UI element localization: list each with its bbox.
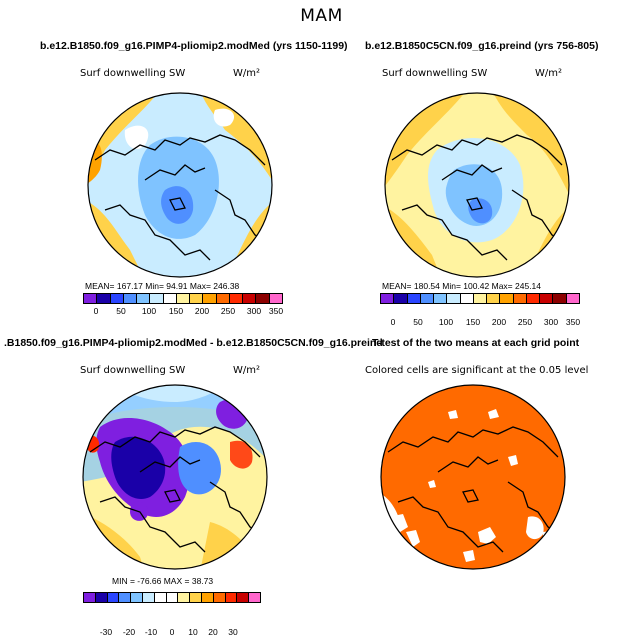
units-label: W/m² bbox=[233, 68, 261, 79]
map-ttest-polar bbox=[380, 384, 566, 570]
colorbar-ticks-model: 0 50 100 150 200 250 300 350 bbox=[83, 306, 284, 317]
tick: 350 bbox=[268, 306, 284, 316]
panel-title-preind: b.e12.B1850C5CN.f09_g16.preind (yrs 756-… bbox=[365, 40, 599, 52]
significance-note: Colored cells are significant at the 0.0… bbox=[365, 365, 589, 376]
colorbar-ticks-difference: -30 -20 -10 0 10 20 30 bbox=[83, 627, 259, 638]
panel-title-difference: .B1850.f09_g16.PIMP4-pliomip2.modMed - b… bbox=[4, 337, 383, 349]
map-preind-polar bbox=[384, 92, 570, 278]
units-label: W/m² bbox=[233, 365, 261, 376]
tick: 150 bbox=[465, 317, 481, 327]
units-label: W/m² bbox=[535, 68, 563, 79]
tick: -10 bbox=[144, 627, 158, 637]
tick: 50 bbox=[413, 317, 423, 327]
tick: 50 bbox=[116, 306, 126, 316]
stats-preind: MEAN= 180.54 Min= 100.42 Max= 245.14 bbox=[382, 281, 542, 291]
tick: -20 bbox=[122, 627, 136, 637]
colorbar-preind bbox=[380, 293, 580, 304]
variable-label: Surf downwelling SW bbox=[80, 365, 186, 376]
tick: 100 bbox=[438, 317, 454, 327]
tick: 200 bbox=[491, 317, 507, 327]
map-model-polar bbox=[87, 92, 273, 278]
panel-title-ttest: T-test of the two means at each grid poi… bbox=[372, 337, 580, 349]
panel-title-model: b.e12.B1850.f09_g16.PIMP4-pliomip2.modMe… bbox=[40, 40, 348, 52]
stats-difference: MIN = -76.66 MAX = 38.73 bbox=[112, 576, 214, 586]
tick: 150 bbox=[168, 306, 184, 316]
tick: 10 bbox=[188, 627, 198, 637]
tick: 30 bbox=[228, 627, 238, 637]
tick: 300 bbox=[543, 317, 559, 327]
tick: 200 bbox=[194, 306, 210, 316]
tick: 0 bbox=[93, 306, 99, 316]
colorbar-ticks-preind: 0 50 100 150 200 250 300 350 bbox=[380, 317, 581, 328]
variable-label: Surf downwelling SW bbox=[80, 68, 186, 79]
tick: 350 bbox=[565, 317, 581, 327]
map-difference-polar bbox=[82, 384, 268, 570]
tick: 20 bbox=[208, 627, 218, 637]
tick: 250 bbox=[220, 306, 236, 316]
tick: 250 bbox=[517, 317, 533, 327]
tick: 0 bbox=[169, 627, 175, 637]
tick: 0 bbox=[390, 317, 396, 327]
colorbar-model bbox=[83, 293, 283, 304]
tick: 300 bbox=[246, 306, 262, 316]
tick: -30 bbox=[99, 627, 113, 637]
colorbar-difference bbox=[83, 592, 261, 603]
tick: 100 bbox=[141, 306, 157, 316]
figure-title: MAM bbox=[300, 6, 343, 26]
variable-label: Surf downwelling SW bbox=[382, 68, 488, 79]
stats-model: MEAN= 167.17 Min= 94.91 Max= 246.38 bbox=[85, 281, 240, 291]
